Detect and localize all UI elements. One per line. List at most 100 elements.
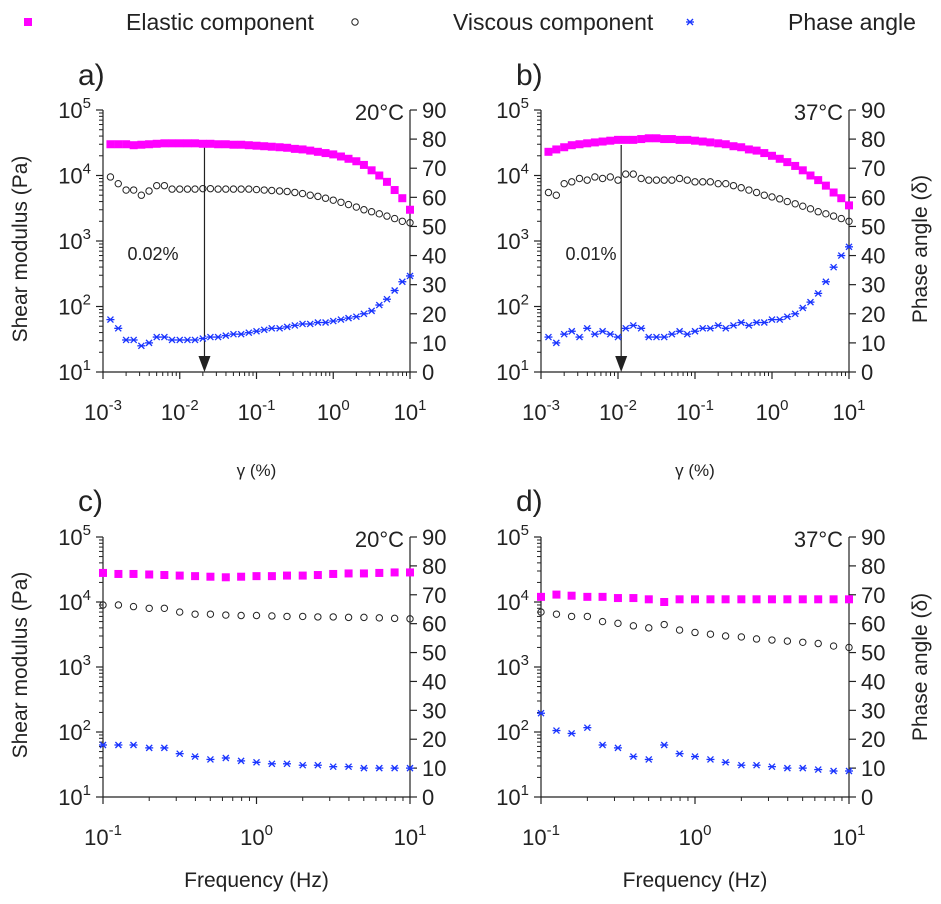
phase-angle-point xyxy=(775,316,784,324)
viscous-point xyxy=(714,179,722,188)
viscous-point xyxy=(645,624,653,632)
viscous-point xyxy=(652,176,661,184)
viscous-point xyxy=(168,185,176,193)
viscous-point xyxy=(629,622,638,630)
viscous-point xyxy=(145,604,153,612)
temperature-label: 37°C xyxy=(794,527,843,552)
y2-tick-label: 0 xyxy=(861,360,873,385)
viscous-point xyxy=(222,185,230,193)
elastic-point xyxy=(629,594,638,603)
viscous-point xyxy=(629,170,637,178)
y2-tick-label: 70 xyxy=(861,156,885,181)
viscous-point xyxy=(668,176,676,184)
elastic-point xyxy=(221,573,230,582)
phase-angle-point xyxy=(706,324,715,332)
y2-tick-label: 60 xyxy=(422,612,446,637)
viscous-point xyxy=(129,186,138,194)
elastic-point xyxy=(814,176,823,185)
elastic-point xyxy=(375,171,384,180)
viscous-point xyxy=(675,626,684,634)
phase-angle-point xyxy=(206,333,215,341)
elastic-point xyxy=(552,145,561,154)
phase-angle-point xyxy=(375,301,384,309)
elastic-point xyxy=(752,146,761,155)
phase-angle-point xyxy=(152,333,161,341)
phase-angle-point xyxy=(660,741,669,749)
viscous-point xyxy=(176,608,184,616)
y2-tick-label: 50 xyxy=(422,641,446,666)
elastic-point xyxy=(537,592,545,601)
y-tick-label: 104 xyxy=(496,161,529,189)
viscous-point xyxy=(390,214,399,223)
elastic-point xyxy=(367,166,376,175)
y-tick-label: 102 xyxy=(58,292,91,320)
viscous-point xyxy=(567,612,576,621)
viscous-point xyxy=(598,174,607,183)
viscous-point xyxy=(314,192,322,201)
elastic-point xyxy=(829,595,838,604)
y2-tick-label: 10 xyxy=(861,756,885,781)
phase-angle-point xyxy=(629,753,638,761)
chart-panel-b: 101 102 103 104 105 0 10 20 30 40 50 60 70 80 90 10-3 10… xyxy=(496,59,932,480)
y2-tick-label: 90 xyxy=(861,98,885,123)
phase-angle-point xyxy=(298,320,307,328)
phase-angle-point xyxy=(221,332,230,340)
legend-label: Viscous component xyxy=(453,9,654,35)
chart-panel-d: 101 102 103 104 105 0 10 20 30 40 50 60 70 80 90 10-1 10… xyxy=(496,485,932,892)
elastic-point xyxy=(114,569,123,578)
elastic-point xyxy=(598,592,607,601)
y2-tick-label: 80 xyxy=(861,127,885,152)
phase-angle-point xyxy=(683,330,692,338)
elastic-point xyxy=(183,139,192,148)
phase-angle-point xyxy=(737,761,746,769)
elastic-point xyxy=(837,194,846,203)
phase-angle-point xyxy=(583,724,592,732)
phase-angle-point xyxy=(321,319,330,326)
viscous-point xyxy=(214,185,222,193)
viscous-point xyxy=(283,612,291,621)
phase-angle-point xyxy=(768,316,776,324)
phase-angle-point xyxy=(829,767,838,775)
viscous-point xyxy=(776,195,784,203)
y2-tick-label: 50 xyxy=(861,214,885,239)
elastic-point xyxy=(160,139,169,148)
panel-label: c) xyxy=(78,485,103,518)
phase-angle-point xyxy=(691,753,699,761)
viscous-point xyxy=(183,185,192,193)
viscous-point xyxy=(614,176,622,184)
viscous-point xyxy=(99,601,107,609)
elastic-point xyxy=(306,146,315,155)
chart-panel-c: 101 102 103 104 105 0 10 20 30 40 50 60 70 80 90 10-1 10… xyxy=(9,485,446,892)
phase-angle-point xyxy=(306,320,315,328)
viscous-point xyxy=(837,214,845,223)
viscous-point xyxy=(390,614,399,623)
elastic-point xyxy=(175,571,184,580)
elastic-point xyxy=(298,145,307,154)
elastic-point xyxy=(821,181,830,190)
viscous-point xyxy=(783,637,792,645)
legend: Elastic component Viscous component Phase … xyxy=(24,9,916,35)
phase-angle-point xyxy=(122,336,131,344)
elastic-point xyxy=(206,139,215,148)
viscous-point xyxy=(745,186,753,194)
phase-angle-point xyxy=(675,327,684,335)
phase-angle-point xyxy=(99,741,107,749)
phase-angle-point xyxy=(106,316,115,324)
y2-tick-label: 50 xyxy=(422,214,446,239)
phase-angle-point xyxy=(406,764,414,772)
viscous-point xyxy=(691,628,699,637)
viscous-point xyxy=(822,210,830,218)
elastic-point xyxy=(329,569,338,578)
elastic-point xyxy=(282,571,291,580)
elastic-point xyxy=(359,160,368,169)
phase-angle-point xyxy=(160,744,169,752)
y2-tick-label: 40 xyxy=(422,669,446,694)
viscous-point xyxy=(260,186,268,194)
viscous-point xyxy=(752,188,761,197)
asterisk-icon xyxy=(686,18,694,26)
phase-angle-point xyxy=(583,324,592,332)
y2-tick-label: 70 xyxy=(422,583,446,608)
viscous-point xyxy=(706,178,714,186)
elastic-point xyxy=(798,166,807,175)
